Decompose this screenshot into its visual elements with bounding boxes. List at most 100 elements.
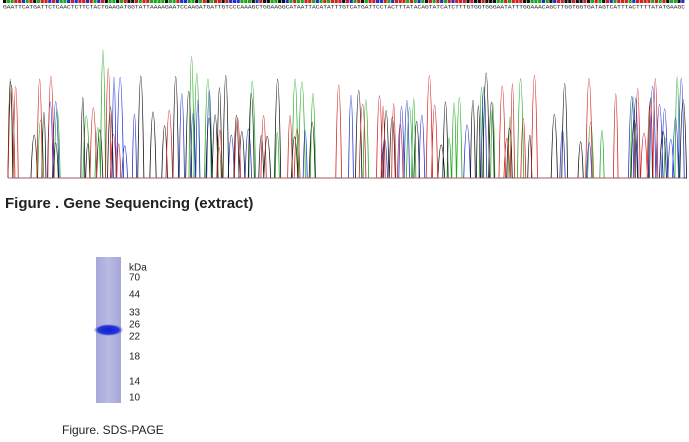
base-mark <box>617 0 621 3</box>
base-mark <box>579 0 583 3</box>
base-mark <box>398 0 402 3</box>
base-mark <box>338 0 342 3</box>
base-mark <box>187 0 191 3</box>
marker-label: 33 <box>129 308 141 319</box>
base-mark <box>376 0 380 3</box>
base-mark <box>643 0 647 3</box>
base-mark <box>108 0 112 3</box>
base-mark <box>624 0 628 3</box>
base-mark <box>296 0 301 3</box>
base-mark <box>172 0 176 3</box>
base-mark <box>473 0 478 3</box>
base-mark <box>602 0 606 3</box>
chromatogram <box>7 49 688 179</box>
base-mark <box>342 0 346 3</box>
marker-label: 22 <box>129 332 141 343</box>
base-mark <box>556 0 561 3</box>
trace-T <box>7 67 684 179</box>
base-mark <box>575 0 579 3</box>
base-mark <box>255 0 259 3</box>
base-mark <box>530 0 534 3</box>
base-mark <box>266 0 270 3</box>
trace-G <box>7 72 688 179</box>
base-mark <box>349 0 353 3</box>
marker-label: 14 <box>129 377 141 388</box>
base-mark <box>413 0 417 3</box>
base-mark <box>571 0 576 3</box>
base-mark <box>647 0 651 3</box>
base-mark <box>40 0 44 3</box>
base-mark <box>217 0 221 3</box>
base-mark <box>281 0 285 3</box>
base-mark <box>409 0 414 3</box>
base-mark <box>560 0 564 3</box>
base-mark <box>21 0 26 3</box>
base-mark <box>564 0 568 3</box>
base-mark <box>636 0 640 3</box>
base-mark <box>97 0 101 3</box>
base-mark <box>142 0 146 3</box>
base-mark <box>206 0 210 3</box>
base-mark <box>247 0 252 3</box>
base-mark <box>391 0 395 3</box>
base-mark <box>153 0 157 3</box>
base-mark <box>157 0 161 3</box>
base-mark <box>432 0 436 3</box>
base-mark <box>25 0 29 3</box>
base-mark <box>116 0 120 3</box>
base-mark <box>100 0 105 3</box>
base-mark <box>613 0 617 3</box>
base-mark <box>522 0 527 3</box>
base-mark <box>677 0 681 3</box>
base-mark <box>526 0 530 3</box>
base-mark <box>372 0 376 3</box>
base-mark <box>315 0 319 3</box>
base-mark <box>360 0 365 3</box>
base-mark <box>462 0 466 3</box>
base-mark <box>609 0 613 3</box>
marker-label: 18 <box>129 352 141 363</box>
base-mark <box>451 0 455 3</box>
base-mark <box>78 0 82 3</box>
base-mark <box>568 0 572 3</box>
base-mark <box>620 0 625 3</box>
base-mark <box>345 0 350 3</box>
base-mark <box>195 0 199 3</box>
base-mark <box>481 0 485 3</box>
base-mark <box>383 0 387 3</box>
base-mark <box>500 0 504 3</box>
base-mark <box>123 0 127 3</box>
base-mark <box>289 0 293 3</box>
base-mark <box>221 0 225 3</box>
base-mark <box>311 0 316 3</box>
base-mark <box>402 0 406 3</box>
base-mark <box>18 0 22 3</box>
base-mark <box>127 0 131 3</box>
base-mark <box>278 0 282 3</box>
base-mark <box>149 0 154 3</box>
base-mark <box>240 0 244 3</box>
base-mark <box>112 0 116 3</box>
base-mark <box>51 0 56 3</box>
base-mark <box>440 0 444 3</box>
base-mark <box>545 0 549 3</box>
base-mark <box>176 0 180 3</box>
base-mark <box>394 0 399 3</box>
base-mark <box>421 0 425 3</box>
base-mark <box>357 0 361 3</box>
base-mark <box>538 0 542 3</box>
base-mark <box>428 0 432 3</box>
base-mark <box>447 0 451 3</box>
base-mark <box>44 0 48 3</box>
base-mark <box>70 0 74 3</box>
base-mark <box>29 0 33 3</box>
base-mark <box>387 0 391 3</box>
marker-label: 70 <box>129 273 141 284</box>
base-mark <box>14 0 18 3</box>
base-mark <box>93 0 97 3</box>
base-mark <box>33 0 37 3</box>
base-mark <box>319 0 323 3</box>
base-mark <box>511 0 515 3</box>
base-mark <box>293 0 297 3</box>
